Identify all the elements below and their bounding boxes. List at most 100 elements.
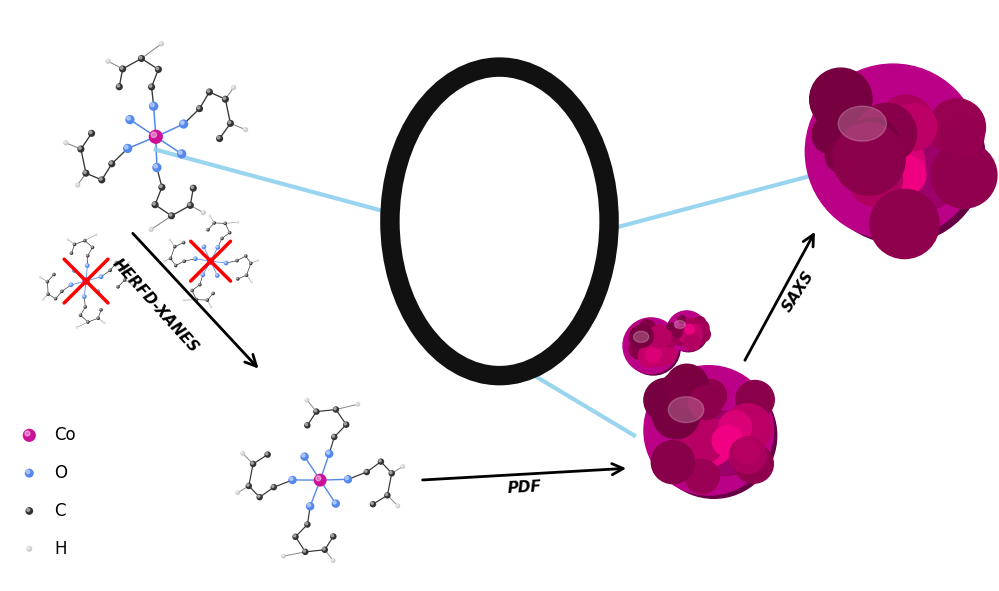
Circle shape [633, 345, 643, 355]
Circle shape [661, 331, 677, 347]
Circle shape [151, 132, 157, 138]
Circle shape [734, 438, 759, 463]
Circle shape [397, 504, 399, 506]
Ellipse shape [689, 411, 760, 476]
Circle shape [115, 261, 118, 264]
Circle shape [53, 273, 54, 275]
Circle shape [54, 297, 57, 300]
Circle shape [249, 262, 253, 265]
Circle shape [99, 274, 104, 279]
Circle shape [79, 314, 81, 316]
Circle shape [100, 177, 102, 180]
Circle shape [195, 298, 198, 301]
Text: H: H [54, 540, 67, 558]
Circle shape [87, 321, 88, 322]
Circle shape [712, 426, 743, 456]
Circle shape [202, 245, 207, 249]
Circle shape [694, 317, 705, 329]
Circle shape [183, 299, 184, 300]
Circle shape [213, 222, 215, 223]
Circle shape [332, 435, 335, 437]
Circle shape [170, 257, 171, 259]
Circle shape [198, 283, 202, 287]
Circle shape [401, 464, 406, 469]
Circle shape [148, 83, 155, 90]
Circle shape [674, 333, 686, 345]
Circle shape [637, 326, 650, 339]
Circle shape [703, 426, 729, 453]
Circle shape [89, 131, 92, 134]
Circle shape [402, 465, 403, 467]
Circle shape [91, 246, 93, 248]
Circle shape [70, 252, 72, 254]
Circle shape [117, 285, 118, 287]
Circle shape [54, 297, 56, 299]
Circle shape [206, 298, 209, 302]
Circle shape [106, 59, 111, 64]
Circle shape [168, 212, 175, 219]
Circle shape [879, 95, 933, 149]
Circle shape [333, 406, 339, 413]
Circle shape [194, 257, 196, 259]
Circle shape [179, 119, 188, 129]
Text: C: C [54, 502, 66, 520]
Circle shape [344, 475, 353, 483]
Circle shape [638, 345, 660, 367]
Circle shape [95, 233, 97, 236]
Circle shape [678, 316, 685, 323]
Circle shape [123, 144, 132, 153]
Circle shape [216, 274, 218, 276]
Circle shape [322, 547, 328, 553]
Circle shape [27, 508, 30, 511]
Circle shape [325, 450, 334, 458]
Circle shape [649, 348, 661, 361]
Circle shape [652, 391, 700, 439]
Circle shape [72, 268, 77, 273]
Circle shape [83, 239, 87, 242]
Circle shape [805, 64, 981, 239]
Text: Co: Co [54, 426, 76, 444]
Circle shape [152, 163, 162, 172]
Circle shape [389, 470, 395, 476]
Circle shape [160, 42, 162, 44]
Ellipse shape [668, 397, 704, 423]
Circle shape [390, 471, 392, 473]
Circle shape [116, 83, 123, 90]
Circle shape [87, 255, 88, 256]
Circle shape [265, 452, 271, 458]
Circle shape [734, 444, 773, 483]
Circle shape [323, 548, 325, 550]
Circle shape [306, 522, 308, 525]
Circle shape [191, 186, 194, 189]
Circle shape [639, 343, 654, 358]
Circle shape [149, 129, 163, 144]
Circle shape [690, 332, 704, 346]
Circle shape [207, 258, 214, 265]
Circle shape [378, 459, 385, 465]
Text: O: O [54, 464, 67, 482]
Circle shape [99, 308, 103, 311]
Text: SAXS: SAXS [779, 268, 817, 314]
Circle shape [96, 289, 100, 294]
Circle shape [667, 323, 674, 330]
Circle shape [679, 332, 690, 342]
Circle shape [327, 451, 330, 454]
Circle shape [685, 324, 694, 334]
Circle shape [201, 272, 205, 277]
Circle shape [159, 41, 164, 47]
Circle shape [79, 147, 81, 150]
Circle shape [39, 276, 42, 278]
Circle shape [128, 261, 130, 264]
Circle shape [833, 123, 905, 195]
Circle shape [150, 228, 152, 230]
Circle shape [138, 55, 145, 62]
Circle shape [244, 128, 246, 130]
Circle shape [371, 502, 374, 505]
Circle shape [191, 288, 194, 293]
Circle shape [688, 326, 701, 338]
Circle shape [98, 176, 105, 183]
Circle shape [686, 419, 733, 466]
Circle shape [272, 485, 274, 488]
Circle shape [196, 105, 203, 112]
Circle shape [694, 379, 726, 412]
